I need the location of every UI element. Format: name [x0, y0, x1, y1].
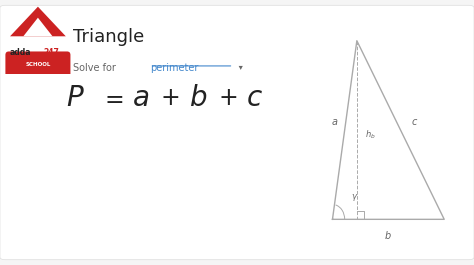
Polygon shape — [23, 18, 53, 36]
Text: Solve for: Solve for — [73, 63, 119, 73]
Text: ▾: ▾ — [236, 63, 243, 72]
Text: $\mathit{a}$: $\mathit{a}$ — [66, 150, 77, 165]
FancyBboxPatch shape — [162, 143, 327, 173]
Text: $\mathit{c}$: $\mathit{c}$ — [410, 117, 418, 127]
Text: $\mathit{b}$: $\mathit{b}$ — [189, 84, 207, 112]
Text: $=$: $=$ — [100, 86, 124, 110]
Text: $\mathit{a}$: $\mathit{a}$ — [331, 117, 338, 127]
Text: Side: Side — [90, 153, 113, 163]
Text: 247: 247 — [43, 48, 59, 57]
Text: $\mathit{b}$: $\mathit{b}$ — [384, 229, 392, 241]
Text: $\mathit{h_b}$: $\mathit{h_b}$ — [365, 129, 376, 141]
Text: $+$: $+$ — [160, 86, 180, 110]
Text: $+$: $+$ — [218, 86, 237, 110]
Text: Enter value: Enter value — [194, 153, 250, 163]
Text: adda: adda — [10, 48, 32, 57]
Polygon shape — [10, 7, 66, 36]
Text: Base: Base — [90, 192, 116, 202]
Text: Enter value: Enter value — [194, 232, 250, 242]
Text: Side: Side — [90, 232, 113, 242]
Text: $\mathit{\gamma}$: $\mathit{\gamma}$ — [351, 192, 358, 204]
FancyBboxPatch shape — [162, 223, 327, 252]
Text: $\mathit{c}$: $\mathit{c}$ — [246, 84, 263, 112]
Text: $\mathit{P}$: $\mathit{P}$ — [66, 84, 85, 112]
Text: SCHOOL: SCHOOL — [25, 62, 51, 67]
Text: $\mathit{a}$: $\mathit{a}$ — [131, 84, 149, 112]
Text: $\mathit{c}$: $\mathit{c}$ — [66, 230, 76, 245]
Text: $\mathit{b}$: $\mathit{b}$ — [66, 189, 77, 205]
Text: perimeter: perimeter — [150, 63, 198, 73]
Text: Enter value: Enter value — [194, 192, 250, 202]
FancyBboxPatch shape — [5, 51, 71, 78]
FancyBboxPatch shape — [162, 183, 327, 213]
Text: Triangle: Triangle — [73, 28, 145, 46]
